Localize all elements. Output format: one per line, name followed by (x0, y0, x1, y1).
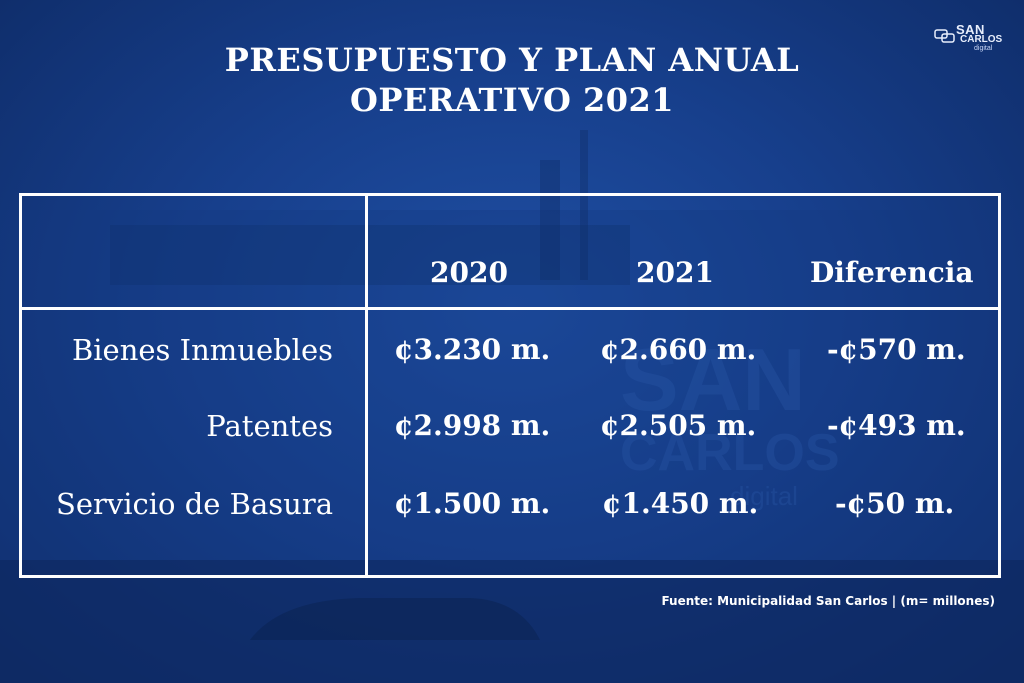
budget-table: 2020 2021 Diferencia Bienes Inmuebles ¢3… (19, 193, 1001, 578)
row-1-value-2020: ¢3.230 m. (394, 333, 551, 366)
table-vertical-divider (365, 196, 368, 575)
page-title: PRESUPUESTO Y PLAN ANUAL OPERATIVO 2021 (0, 40, 1024, 120)
logo-text-san: SAN (956, 22, 985, 37)
table-horizontal-divider (22, 307, 998, 310)
row-3-value-2021: ¢1.450 m. (602, 487, 759, 520)
row-label-bienes-inmuebles: Bienes Inmuebles (71, 333, 333, 367)
row-1-value-2021: ¢2.660 m. (600, 333, 757, 366)
svg-text:digital: digital (730, 481, 798, 511)
svg-text:SAN: SAN (620, 330, 806, 429)
source-footnote: Fuente: Municipalidad San Carlos | (m= m… (661, 594, 995, 608)
row-1-value-diferencia: -¢570 m. (827, 333, 966, 366)
row-label-patentes: Patentes (206, 409, 333, 443)
title-line-1: PRESUPUESTO Y PLAN ANUAL (224, 41, 800, 79)
row-2-value-2021: ¢2.505 m. (600, 409, 757, 442)
header-2020: 2020 (430, 256, 508, 289)
title-line-2: OPERATIVO 2021 (349, 81, 675, 119)
row-2-value-2020: ¢2.998 m. (394, 409, 551, 442)
row-3-value-2020: ¢1.500 m. (394, 487, 551, 520)
logo-text-carlos: CARLOS (960, 34, 1003, 45)
san-carlos-digital-logo: SAN CARLOS digital (934, 22, 1014, 58)
logo-text-digital: digital (974, 45, 993, 52)
header-2021: 2021 (636, 256, 714, 289)
row-2-value-diferencia: -¢493 m. (827, 409, 966, 442)
row-3-value-diferencia: -¢50 m. (835, 487, 955, 520)
svg-text:CARLOS: CARLOS (620, 424, 840, 482)
chat-bubble-icon (934, 29, 955, 43)
header-diferencia: Diferencia (810, 256, 974, 289)
row-label-servicio-de-basura: Servicio de Basura (55, 487, 333, 521)
